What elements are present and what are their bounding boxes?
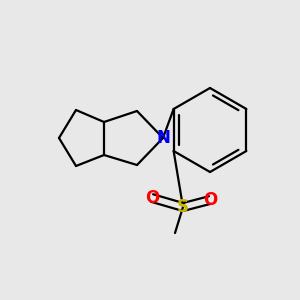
Text: S: S: [177, 198, 189, 216]
Text: O: O: [145, 189, 159, 207]
Text: N: N: [156, 129, 170, 147]
Text: O: O: [203, 191, 217, 209]
